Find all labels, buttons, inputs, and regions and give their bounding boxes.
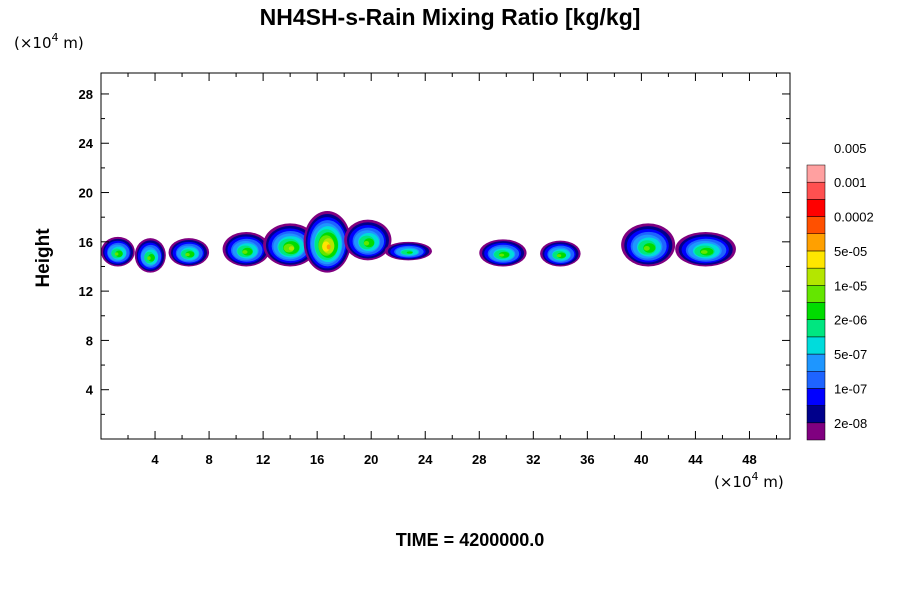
y-axis-label: Height xyxy=(33,228,54,288)
x-tick-label: 24 xyxy=(418,452,433,467)
colorbar-swatch xyxy=(806,405,826,424)
colorbar-swatch xyxy=(806,388,826,406)
cloud-8-level-8 xyxy=(406,251,413,254)
y-tick-label: 8 xyxy=(86,333,93,348)
cloud-4-level-9 xyxy=(242,250,248,254)
colorbar-swatch xyxy=(806,285,826,303)
cloud-11-level-9 xyxy=(643,245,650,251)
colorbar-label: 1e-07 xyxy=(834,381,867,396)
colorbar-label: 5e-05 xyxy=(834,244,867,259)
colorbar-swatch xyxy=(806,216,826,234)
y-tick-label: 28 xyxy=(79,87,93,102)
colorbar-swatch xyxy=(806,302,826,320)
colorbar-label: 0.0002 xyxy=(834,210,874,225)
x-tick-labels: 4 8 12 16 20 24 28 32 36 40 44 48 xyxy=(151,452,756,467)
y-axis-unit: (×104 m) xyxy=(14,31,84,52)
x-axis-unit: (×104 m) xyxy=(714,470,784,491)
colorbar-swatch xyxy=(806,422,826,441)
y-tick-label: 16 xyxy=(79,235,93,250)
x-tick-label: 8 xyxy=(205,452,212,467)
x-tick-label: 40 xyxy=(634,452,648,467)
x-tick-label: 48 xyxy=(742,452,756,467)
x-tick-label: 32 xyxy=(526,452,540,467)
y-tick-label: 20 xyxy=(79,186,93,201)
cloud-10-level-9 xyxy=(556,254,562,258)
colorbar xyxy=(806,164,826,441)
x-tick-label: 28 xyxy=(472,452,486,467)
cloud-9-level-9 xyxy=(498,253,505,257)
axis-ticks xyxy=(101,73,790,439)
y-tick-label: 24 xyxy=(79,136,94,151)
colorbar-swatch xyxy=(806,181,826,200)
colorbar-swatch xyxy=(806,353,826,372)
y-tick-label: 12 xyxy=(79,284,93,299)
colorbar-label: 2e-08 xyxy=(834,416,867,431)
colorbar-swatch xyxy=(806,336,826,355)
x-tick-label: 44 xyxy=(688,452,703,467)
cloud-6-level-12 xyxy=(326,244,331,250)
x-tick-label: 36 xyxy=(580,452,594,467)
x-tick-label: 16 xyxy=(310,452,324,467)
colorbar-labels: 2e-08 1e-07 5e-07 2e-06 1e-05 5e-05 0.0002 0.00… xyxy=(834,141,874,431)
colorbar-label: 0.001 xyxy=(834,175,867,190)
chart-title: NH4SH-s-Rain Mixing Ratio [kg/kg] xyxy=(259,4,641,30)
cloud-5-level-10 xyxy=(288,246,295,251)
colorbar-label: 2e-06 xyxy=(834,313,867,328)
colorbar-swatch xyxy=(806,233,826,252)
y-tick-label: 4 xyxy=(86,383,94,398)
colorbar-label: 0.005 xyxy=(834,141,867,156)
colorbar-swatch xyxy=(806,371,826,389)
cloud-1-level-9 xyxy=(114,252,119,256)
colorbar-swatch xyxy=(806,250,826,269)
cloud-12-level-9 xyxy=(700,250,708,254)
y-tick-labels: 4 8 12 16 20 24 28 xyxy=(79,87,94,398)
x-tick-label: 20 xyxy=(364,452,378,467)
x-tick-label: 12 xyxy=(256,452,270,467)
plot-frame xyxy=(100,72,791,440)
colorbar-label: 5e-07 xyxy=(834,347,867,362)
colorbar-swatch xyxy=(806,267,826,286)
colorbar-label: 1e-05 xyxy=(834,278,867,293)
colorbar-swatch xyxy=(806,319,826,338)
cloud-2-level-9 xyxy=(147,256,151,261)
time-label: TIME = 4200000.0 xyxy=(395,530,545,550)
colorbar-swatch xyxy=(806,199,826,217)
cloud-field xyxy=(101,211,736,273)
cloud-3-level-9 xyxy=(185,252,190,257)
colorbar-swatch xyxy=(806,164,826,183)
x-tick-label: 4 xyxy=(151,452,159,467)
cloud-7-level-9 xyxy=(363,240,370,246)
